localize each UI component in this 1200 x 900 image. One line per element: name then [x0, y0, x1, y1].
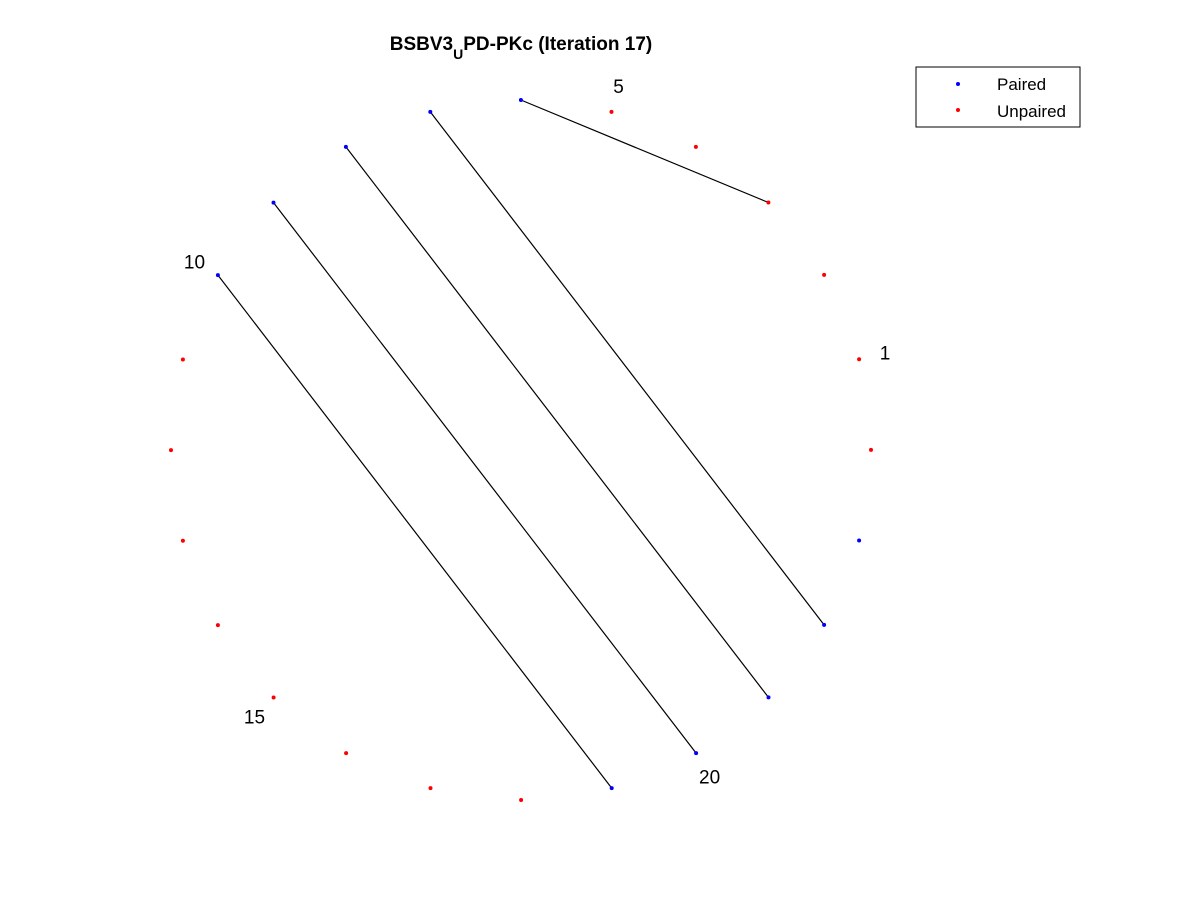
point-1-unpaired: [857, 357, 862, 362]
point-4-unpaired: [693, 144, 698, 149]
point-22-paired: [822, 622, 827, 627]
title-main: BSBV3: [390, 34, 453, 55]
point-20-paired: [694, 751, 699, 756]
point-23-paired: [857, 538, 862, 543]
legend-marker-unpaired: [956, 108, 960, 112]
pair-line-9-20: [273, 202, 697, 754]
point-24-unpaired: [869, 447, 873, 452]
position-label-1: 1: [880, 343, 891, 364]
point-14-unpaired: [215, 623, 220, 628]
legend-marker-paired: [956, 82, 960, 86]
point-18-unpaired: [519, 798, 524, 802]
point-8-paired: [343, 144, 348, 149]
legend: Paired Unpaired: [915, 66, 1081, 128]
point-16-unpaired: [344, 751, 349, 756]
pair-line-10-19: [217, 274, 613, 789]
point-10-paired: [215, 273, 220, 278]
pair-line-8-21: [345, 146, 769, 698]
point-7-paired: [428, 109, 433, 114]
title-rest: PD-PKc (Iteration 17): [463, 34, 652, 55]
point-3-unpaired: [766, 200, 771, 205]
position-label-5: 5: [613, 77, 624, 98]
point-13-unpaired: [180, 538, 185, 543]
point-6-paired: [518, 98, 523, 102]
point-17-unpaired: [428, 786, 433, 791]
point-12-unpaired: [169, 448, 173, 453]
pair-line-7-22: [429, 111, 825, 626]
position-points: [169, 98, 873, 802]
point-5-unpaired: [609, 109, 614, 114]
pair-lines: [217, 99, 825, 789]
point-2-unpaired: [822, 272, 827, 277]
pair-line-6-3: [520, 99, 769, 204]
legend-label-unpaired: Unpaired: [997, 102, 1066, 121]
position-label-20: 20: [699, 768, 720, 789]
figure-title: BSBV3UPD-PKc (Iteration 17): [390, 34, 652, 62]
legend-label-paired: Paired: [997, 75, 1046, 94]
position-label-10: 10: [184, 253, 205, 274]
point-21-paired: [766, 695, 771, 700]
point-19-paired: [609, 786, 614, 791]
title-subscript: U: [453, 46, 463, 62]
point-11-unpaired: [180, 357, 185, 362]
legend-box: [915, 66, 1081, 128]
point-15-unpaired: [271, 695, 276, 700]
position-label-15: 15: [244, 708, 265, 729]
point-9-paired: [271, 200, 276, 205]
